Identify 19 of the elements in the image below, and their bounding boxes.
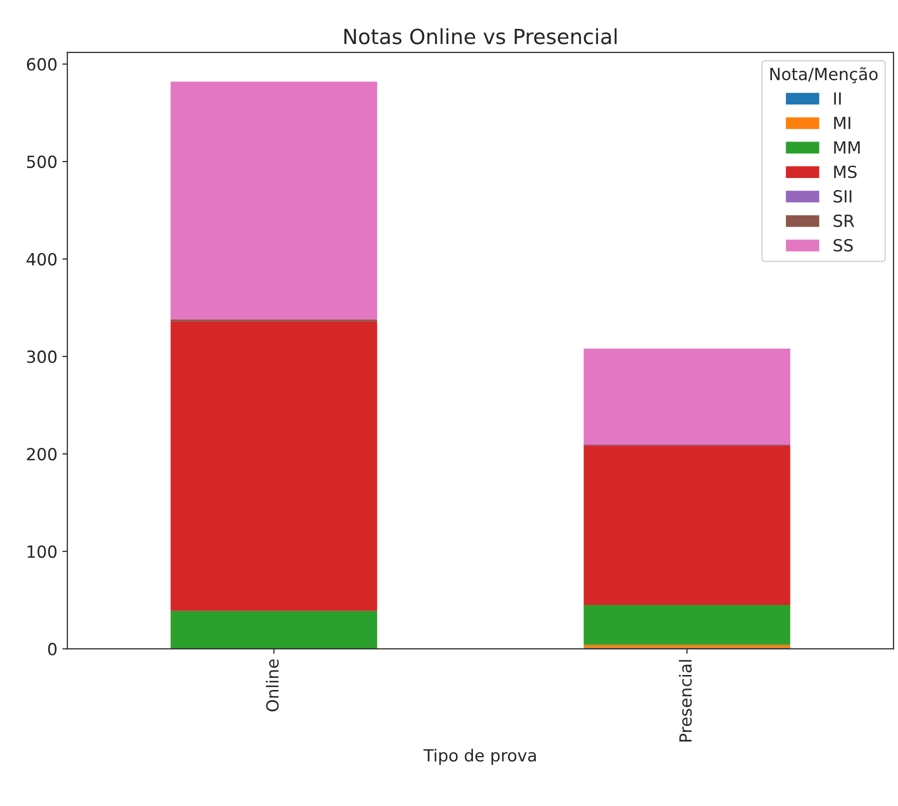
x-tick-label: Online [266,659,279,712]
y-tick-label: 0 [48,642,57,656]
legend-label: MS [834,166,857,178]
y-tick-label: 400 [26,252,57,266]
y-tick-label: 300 [27,350,57,364]
legend-label: MM [834,141,860,154]
y-tick-label: 500 [27,156,57,168]
legend-title: Nota/Menção [770,67,878,84]
x-axis-title: Tipo de prova [423,748,536,765]
x-tick-label: Presencial [678,660,692,742]
y-tick-label: 200 [27,448,57,460]
legend-label: SR [834,214,854,228]
legend-label: SS [834,238,853,252]
y-tick-label: 100 [28,545,57,558]
legend-label: SII [834,190,852,203]
legend-label: II [834,92,841,105]
chart-title: Notas Online vs Presencial [344,28,617,44]
legend-label: MI [834,116,850,130]
y-tick-label: 600 [26,58,57,71]
